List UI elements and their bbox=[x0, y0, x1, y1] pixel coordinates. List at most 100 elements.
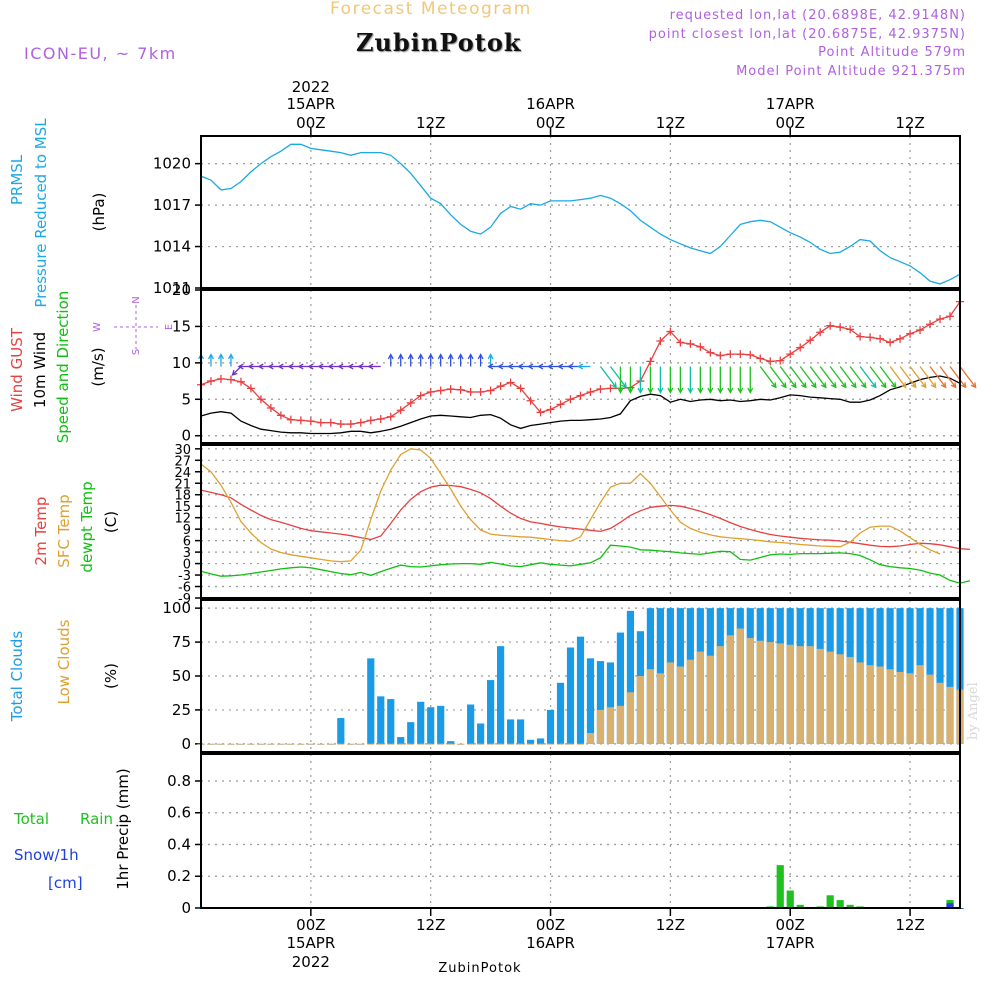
wind-arrow-head bbox=[900, 382, 907, 389]
marker-gust bbox=[476, 388, 485, 396]
bar-low bbox=[347, 743, 355, 745]
wind-arrow-head bbox=[737, 387, 744, 394]
wind-arrow-head bbox=[367, 363, 374, 370]
bottom-tick-label: 00Z bbox=[536, 916, 565, 934]
wind-arrow-head bbox=[860, 382, 867, 389]
y-tick-label: 27 bbox=[174, 454, 191, 469]
bar-low bbox=[377, 743, 385, 745]
marker-gust bbox=[696, 342, 705, 351]
bar-total bbox=[556, 682, 565, 744]
wind-arrow bbox=[809, 366, 827, 388]
clouds-unit: (%) bbox=[102, 663, 120, 689]
requested-location: requested lon,lat (20.6898E, 42.9148N) bbox=[669, 8, 966, 23]
marker-gust bbox=[766, 357, 775, 366]
y-tick-label: 3 bbox=[183, 546, 191, 561]
y-tick-label: 0.6 bbox=[167, 804, 191, 822]
bar-total bbox=[506, 719, 515, 744]
bar-low bbox=[636, 676, 645, 744]
bar-low bbox=[497, 743, 505, 745]
series-rain bbox=[197, 865, 964, 909]
bar-low bbox=[856, 662, 864, 744]
pressure-label: PRMSL bbox=[8, 154, 26, 205]
marker-gust bbox=[276, 411, 285, 420]
bar-total bbox=[337, 718, 345, 744]
top-tick-label: 12Z bbox=[895, 114, 924, 132]
bar-low bbox=[616, 705, 625, 744]
bar-total bbox=[536, 738, 545, 744]
y-tick-label: 12 bbox=[174, 512, 191, 527]
y-tick-label: 6 bbox=[183, 535, 191, 550]
wind-arrow-head bbox=[537, 363, 544, 370]
bar-total bbox=[437, 705, 445, 744]
bottom-tick-label: 12Z bbox=[895, 916, 924, 934]
bar-low bbox=[516, 743, 525, 745]
series-gust bbox=[197, 297, 964, 429]
bar-total bbox=[487, 680, 495, 744]
marker-gust bbox=[576, 391, 585, 400]
bar-low bbox=[526, 743, 535, 745]
wind-arrow-head bbox=[940, 382, 947, 389]
bar-low bbox=[297, 743, 305, 745]
wind-arrow-head bbox=[237, 363, 244, 370]
snow-label: Snow/1h bbox=[14, 846, 79, 864]
wind-arrow-head bbox=[297, 363, 304, 370]
bar-snow bbox=[946, 903, 954, 908]
bar-low bbox=[716, 646, 724, 744]
wind-arrow-head bbox=[657, 387, 664, 394]
bar-low bbox=[776, 643, 784, 744]
bottom-tick-label: 12Z bbox=[656, 916, 685, 934]
bottom-tick-label: 00Z bbox=[296, 916, 325, 934]
rain-label-1: Total bbox=[13, 810, 49, 828]
marker-gust bbox=[676, 338, 685, 347]
marker-gust bbox=[236, 377, 245, 386]
marker-gust bbox=[366, 416, 375, 425]
marker-gust bbox=[256, 395, 265, 404]
marker-gust bbox=[606, 384, 615, 393]
marker-gust bbox=[846, 325, 855, 334]
bar-low bbox=[916, 665, 924, 744]
bar-total bbox=[427, 707, 435, 744]
marker-gust bbox=[216, 374, 225, 383]
wind-arrow-head bbox=[611, 382, 617, 389]
bar-total bbox=[946, 608, 954, 744]
top-year-label: 2022 bbox=[292, 78, 330, 96]
marker-gust bbox=[426, 388, 435, 396]
bar-low bbox=[926, 674, 934, 744]
bar-low bbox=[766, 642, 774, 744]
wind-arrow-head bbox=[397, 353, 404, 360]
bottom-day-label: 17APR bbox=[766, 934, 815, 952]
bar-total bbox=[367, 658, 375, 744]
wind-arrow-head bbox=[487, 353, 494, 360]
bar-low bbox=[686, 659, 694, 744]
bar-low bbox=[936, 682, 944, 744]
bar-low bbox=[536, 743, 545, 745]
dewpt-label: dewpt Temp bbox=[78, 481, 96, 572]
bar-low bbox=[886, 669, 894, 744]
bottom-day-label: 16APR bbox=[526, 934, 575, 952]
wind-arrows bbox=[198, 353, 977, 394]
marker-gust bbox=[496, 382, 505, 391]
marker-gust bbox=[796, 343, 805, 352]
y-tick-label: 100 bbox=[162, 599, 191, 617]
y-tick-label: 18 bbox=[174, 489, 191, 504]
wind-arrow-head bbox=[231, 369, 238, 376]
wind-arrow-head bbox=[801, 382, 807, 389]
bar-low bbox=[846, 657, 854, 744]
bar-total bbox=[407, 722, 415, 744]
wind-arrow bbox=[889, 366, 907, 388]
panel-frame bbox=[200, 135, 961, 289]
y-tick-label: -3 bbox=[178, 569, 191, 584]
wind-arrow-head bbox=[437, 353, 444, 360]
y-tick-label: 0 bbox=[181, 735, 191, 753]
y-tick-label: 30 bbox=[174, 443, 191, 458]
marker-gust bbox=[226, 375, 235, 384]
bar-low bbox=[796, 646, 804, 744]
bar-low bbox=[946, 686, 954, 744]
y-tick-label: 0 bbox=[181, 899, 191, 917]
line-sfc bbox=[200, 448, 941, 563]
wind-arrow-head bbox=[487, 363, 494, 370]
y-tick-label: 5 bbox=[181, 390, 191, 408]
bar-low bbox=[367, 743, 375, 745]
rain-label-2: Rain bbox=[80, 810, 113, 828]
